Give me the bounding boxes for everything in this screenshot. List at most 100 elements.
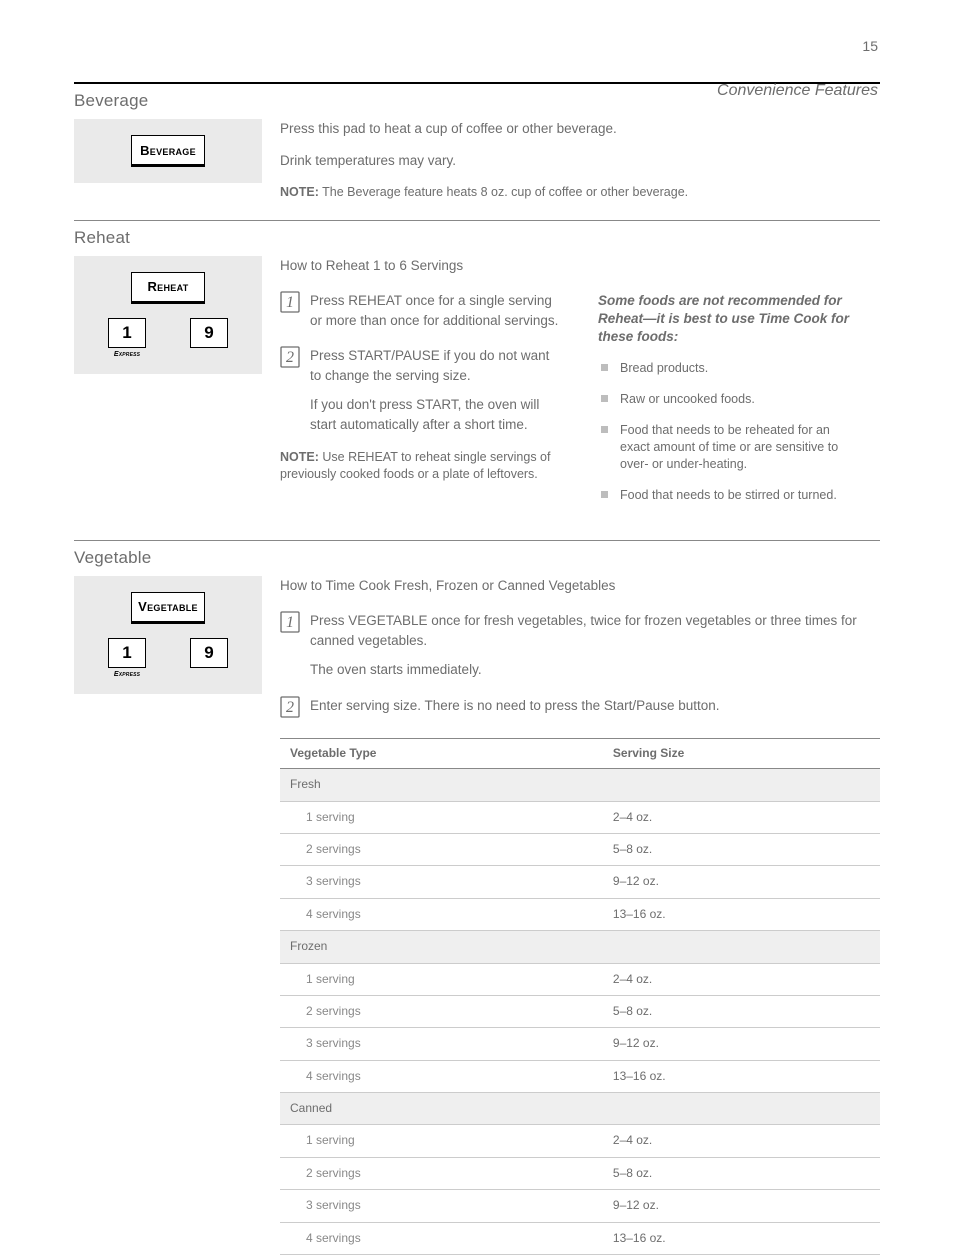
reheat-section: Reheat 1 Express 9 How to Reheat 1 to 6 … <box>74 256 880 518</box>
beverage-key: Beverage <box>131 135 205 167</box>
cell-type: 2 servings <box>280 1157 603 1189</box>
cell-type: 3 servings <box>280 1028 603 1060</box>
note-head: NOTE: <box>280 185 319 199</box>
cell-type: 4 servings <box>280 1222 603 1254</box>
table-row: 1 serving2–4 oz. <box>280 801 880 833</box>
reheat-note: NOTE: Use REHEAT to reheat single servin… <box>280 449 562 484</box>
cell-size: 2–4 oz. <box>603 801 880 833</box>
cell-type: 4 servings <box>280 898 603 930</box>
beverage-desc-line2: Drink temperatures may vary. <box>280 151 880 171</box>
col-type: Vegetable Type <box>280 738 603 768</box>
list-item: Food that needs to be reheated for an ex… <box>598 422 862 473</box>
cell-size: 5–8 oz. <box>603 1157 880 1189</box>
beverage-section: Beverage Press this pad to heat a cup of… <box>74 119 880 202</box>
cell-type: Fresh <box>280 769 603 801</box>
cell-type: 2 servings <box>280 833 603 865</box>
cell-type: 1 serving <box>280 801 603 833</box>
table-row: 4 servings13–16 oz. <box>280 1222 880 1254</box>
list-item: Food that needs to be stirred or turned. <box>598 487 862 504</box>
step-2-main: Press START/PAUSE if you do not want to … <box>310 348 549 383</box>
express-label: Express <box>114 351 140 358</box>
key-1: 1 Express <box>108 318 146 348</box>
cell-type: 4 servings <box>280 1060 603 1092</box>
cell-size: 2–4 oz. <box>603 1125 880 1157</box>
svg-text:2: 2 <box>286 699 294 716</box>
svg-text:1: 1 <box>286 614 294 631</box>
header-section-label: Convenience Features <box>717 82 878 100</box>
cell-size: 13–16 oz. <box>603 898 880 930</box>
list-item: Bread products. <box>598 360 862 377</box>
key-9: 9 <box>190 638 228 668</box>
table-row: 3 servings9–12 oz. <box>280 866 880 898</box>
list-item: Raw or uncooked foods. <box>598 391 862 408</box>
section-divider <box>74 220 880 221</box>
table-group-row: Frozen <box>280 931 880 963</box>
table-row: 4 servings13–16 oz. <box>280 898 880 930</box>
table-row: 2 servings5–8 oz. <box>280 1157 880 1189</box>
vegetable-title: Vegetable <box>74 548 880 568</box>
table-group-row: Fresh <box>280 769 880 801</box>
cell-type: Frozen <box>280 931 603 963</box>
beverage-desc-line1: Press this pad to heat a cup of coffee o… <box>280 119 880 139</box>
col-size: Serving Size <box>603 738 880 768</box>
vegetable-numrow: 1 Express 9 <box>108 638 228 668</box>
vegetable-table: Vegetable Type Serving Size Fresh1 servi… <box>280 738 880 1255</box>
svg-text:2: 2 <box>286 349 294 366</box>
step-1-cont: The oven starts immediately. <box>310 660 880 680</box>
page-number: 15 <box>862 38 878 54</box>
table-header-row: Vegetable Type Serving Size <box>280 738 880 768</box>
vegetable-panel: Vegetable 1 Express 9 <box>74 576 262 694</box>
key-9: 9 <box>190 318 228 348</box>
step-1: 1 Press VEGETABLE once for fresh vegetab… <box>280 611 880 680</box>
cell-size <box>603 1093 880 1125</box>
table-row: 1 serving2–4 oz. <box>280 963 880 995</box>
step-1-icon: 1 <box>280 291 300 313</box>
step-2: 2 Enter serving size. There is no need t… <box>280 696 880 718</box>
note-head: NOTE: <box>280 450 319 464</box>
svg-text:1: 1 <box>286 294 294 311</box>
cell-size: 13–16 oz. <box>603 1222 880 1254</box>
vegetable-intro: How to Time Cook Fresh, Frozen or Canned… <box>280 576 880 596</box>
table-row: 2 servings5–8 oz. <box>280 995 880 1027</box>
key-1-label: 1 <box>122 644 131 661</box>
vegetable-section: Vegetable 1 Express 9 How to Time Cook F… <box>74 576 880 1255</box>
table-row: 1 serving2–4 oz. <box>280 1125 880 1157</box>
step-2: 2 Press START/PAUSE if you do not want t… <box>280 346 562 434</box>
step-1-text: Press REHEAT once for a single serving o… <box>310 291 562 330</box>
cell-size <box>603 769 880 801</box>
table-row: 4 servings13–16 oz. <box>280 1060 880 1092</box>
reheat-key: Reheat <box>131 272 205 304</box>
table-row: 3 servings9–12 oz. <box>280 1028 880 1060</box>
avoid-list: Bread products. Raw or uncooked foods. F… <box>598 360 862 503</box>
reheat-avoid: Some foods are not recommended for Rehea… <box>562 256 862 518</box>
cell-size: 5–8 oz. <box>603 995 880 1027</box>
key-1: 1 Express <box>108 638 146 668</box>
avoid-title: Some foods are not recommended for Rehea… <box>598 292 862 347</box>
cell-type: 3 servings <box>280 866 603 898</box>
step-2-icon: 2 <box>280 346 300 368</box>
cell-size: 13–16 oz. <box>603 1060 880 1092</box>
express-label: Express <box>114 671 140 678</box>
cell-type: Canned <box>280 1093 603 1125</box>
reheat-intro: How to Reheat 1 to 6 Servings <box>280 256 562 276</box>
cell-size: 9–12 oz. <box>603 866 880 898</box>
reheat-title: Reheat <box>74 228 880 248</box>
step-2-text: Press START/PAUSE if you do not want to … <box>310 346 562 434</box>
cell-size: 5–8 oz. <box>603 833 880 865</box>
table-row: 3 servings9–12 oz. <box>280 1190 880 1222</box>
vegetable-key: Vegetable <box>131 592 205 624</box>
cell-type: 1 serving <box>280 963 603 995</box>
step-2-icon: 2 <box>280 696 300 718</box>
table-group-row: Canned <box>280 1093 880 1125</box>
cell-size: 9–12 oz. <box>603 1028 880 1060</box>
cell-type: 1 serving <box>280 1125 603 1157</box>
step-1: 1 Press REHEAT once for a single serving… <box>280 291 562 330</box>
section-divider <box>74 540 880 541</box>
step-1-main: Press VEGETABLE once for fresh vegetable… <box>310 613 857 648</box>
vegetable-left: Vegetable 1 Express 9 <box>74 576 262 694</box>
key-1-label: 1 <box>122 324 131 341</box>
reheat-panel: Reheat 1 Express 9 <box>74 256 262 374</box>
cell-type: 2 servings <box>280 995 603 1027</box>
step-2-cont: If you don't press START, the oven will … <box>310 395 562 434</box>
reheat-numrow: 1 Express 9 <box>108 318 228 348</box>
